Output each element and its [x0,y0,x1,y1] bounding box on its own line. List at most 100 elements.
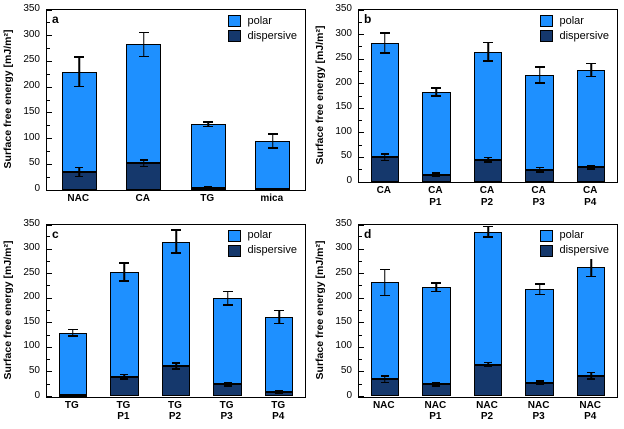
error-bar-cap-bottom [586,75,597,78]
error-bar-cap-top [431,87,442,89]
error-bar-total [431,282,442,293]
error-bar-cap-top [484,156,492,159]
error-bar-total [203,121,214,128]
bar-polar [190,124,226,188]
error-bar-cap-top [67,328,78,331]
legend: polar dispersive [537,227,612,259]
y-tick-label: 350 [23,217,40,229]
bar-dispersive [473,159,503,182]
y-tick-label: 200 [335,291,352,303]
error-bar-line [435,87,438,97]
legend: polar dispersive [225,13,300,44]
error-bar-total [483,41,493,62]
y-major-tick [359,248,364,250]
error-bar-cap-bottom [587,378,596,380]
y-major-tick [359,83,364,85]
error-bar-cap-top [535,380,544,382]
error-bar-total [222,290,233,306]
y-minor-tick [47,48,50,50]
category-label: TG P3 [219,399,234,423]
error-bar-cap-bottom [380,381,389,384]
y-major-tick [359,10,364,11]
error-bar-dispersive [432,172,441,178]
error-bar-dispersive [275,389,284,394]
y-tick-label: 200 [23,80,40,92]
y-major-tick [47,86,52,88]
y-major-tick [359,107,364,109]
error-bar-cap-top [267,133,278,135]
error-bar-cap-bottom [120,378,129,380]
error-bar-cap-bottom [268,188,277,190]
error-bar-cap-top [431,282,442,284]
y-tick-label: 150 [335,101,352,113]
panel-letter: b [364,12,372,26]
error-bar-cap-top [138,31,149,34]
y-minor-tick [47,73,50,75]
y-major-tick [359,156,364,158]
error-bar-cap-bottom [432,385,441,387]
legend-swatch-polar [540,15,554,27]
bar-polar [213,298,242,385]
y-axis-label: Surface free energy [mJ/m²] [2,29,14,169]
error-bar-cap-top [139,159,148,161]
legend-label-polar: polar [247,14,272,27]
error-bar-cap-bottom [222,304,233,306]
y-major-tick [47,346,52,348]
error-bar-cap-bottom [535,171,544,173]
bar-polar [422,287,451,385]
legend-swatch-dispersive [540,244,554,257]
error-bar-cap-bottom [534,82,545,84]
error-bar-cap-top [484,361,492,364]
legend-item-dispersive: dispersive [540,30,609,42]
error-bar-cap-bottom [67,335,78,337]
error-bar-cap-top [587,164,596,167]
y-tick-label: 100 [23,131,40,143]
y-minor-tick [47,285,50,287]
error-bar-line [538,283,541,296]
legend-item-dispersive: dispersive [228,244,297,257]
legend-item-polar: polar [540,15,609,27]
category-label: TG P2 [168,399,182,423]
y-tick-label: 250 [335,52,352,64]
y-major-tick [47,163,52,165]
error-bar-line [78,56,80,88]
y-minor-tick [359,169,362,171]
error-bar-total [171,229,181,254]
error-bar-dispersive [535,166,544,173]
plot-area: a polar dispersive [46,9,306,191]
y-tick-label: 300 [335,27,352,39]
error-bar-line [175,362,177,370]
error-bar-line [487,156,489,163]
y-major-tick [359,297,364,299]
error-bar-line [487,361,489,368]
y-tick-label: 200 [335,76,352,88]
error-bar-cap-bottom [379,52,390,54]
error-bar-cap-top [120,373,129,376]
legend-label-dispersive: dispersive [247,244,297,256]
y-tick-label: 350 [335,217,352,229]
error-bar-cap-top [535,166,544,169]
error-bar-cap-bottom [171,252,181,254]
error-bar-cap-bottom [483,60,493,62]
error-bar-total [379,32,390,54]
error-bar-line [538,166,541,173]
legend-label-dispersive: dispersive [247,29,297,42]
y-minor-tick [359,95,362,97]
y-minor-tick [359,144,362,146]
y-major-tick [359,224,364,226]
error-bar-line [278,389,280,394]
error-bar-total [138,31,149,58]
plot-area: b polar dispersive [358,9,618,183]
y-major-tick [47,322,52,324]
error-bar-cap-top [74,56,85,58]
y-major-tick [47,297,52,299]
y-tick-label: 100 [23,340,40,352]
error-bar-cap-bottom [203,125,214,128]
y-major-tick [47,189,52,191]
error-bar-dispersive [223,381,232,387]
y-tick-label: 0 [346,389,352,401]
category-label: CA P4 [582,185,598,208]
error-bar-cap-bottom [172,368,180,370]
bar-polar [161,241,191,367]
y-tick-label: 250 [335,266,352,278]
